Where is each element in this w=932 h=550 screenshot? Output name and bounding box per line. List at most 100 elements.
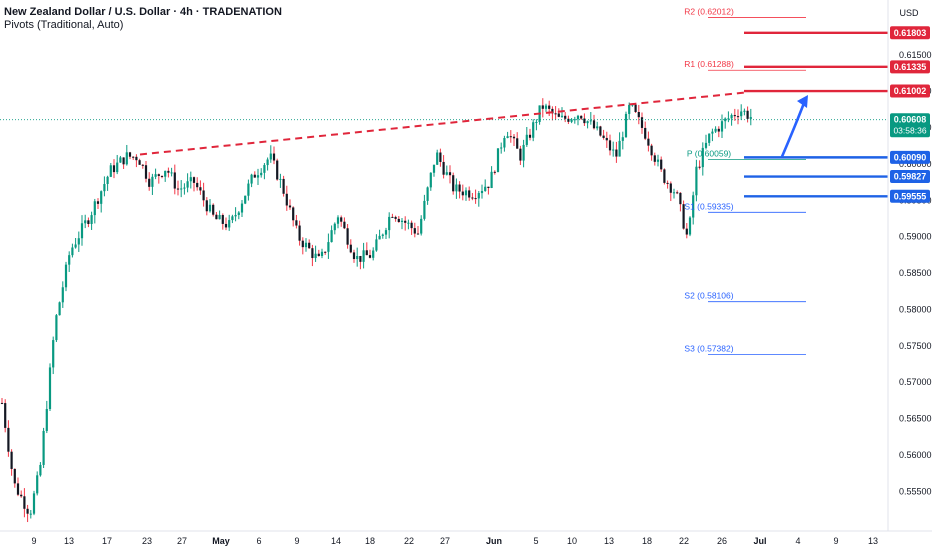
candle-body xyxy=(746,110,749,119)
candle-body xyxy=(509,136,512,138)
candle-body xyxy=(653,155,656,162)
candle-body xyxy=(176,188,180,190)
candle-body xyxy=(23,496,26,509)
price-tick-label: 0.59000 xyxy=(899,232,932,242)
time-tick-label: 5 xyxy=(533,536,538,546)
candle-body xyxy=(743,110,746,112)
candle-body xyxy=(266,159,269,166)
candle-body xyxy=(660,159,663,170)
candle-body xyxy=(32,493,36,514)
candle-body xyxy=(749,117,752,119)
candle-body xyxy=(349,244,352,253)
candle-body xyxy=(596,126,599,129)
support-price-label: 0.59555 xyxy=(894,191,927,201)
arrow-head-icon xyxy=(797,95,808,109)
candle-body xyxy=(103,184,106,192)
candle-body xyxy=(77,238,80,245)
candle-body xyxy=(279,178,282,180)
time-tick-label: 13 xyxy=(604,536,614,546)
candle-body xyxy=(528,134,532,138)
candle-body xyxy=(708,133,711,143)
candle-body xyxy=(557,113,560,117)
candle-body xyxy=(237,212,240,215)
candle-body xyxy=(244,195,247,204)
candle-body xyxy=(311,248,314,259)
time-tick-label: May xyxy=(212,536,230,546)
candle-body xyxy=(228,220,231,228)
candle-body xyxy=(624,113,628,138)
indicator-label[interactable]: Pivots (Traditional, Auto) xyxy=(4,19,124,31)
candle-body xyxy=(231,216,234,221)
candle-body xyxy=(301,240,304,248)
candle-body xyxy=(576,115,580,120)
candle-body xyxy=(10,451,13,469)
pivot-label-r1: R1 (0.61288) xyxy=(684,59,734,69)
candle-body xyxy=(346,228,349,245)
drawings[interactable] xyxy=(139,91,808,158)
candle-body xyxy=(74,244,77,248)
candle-body xyxy=(196,182,199,188)
candle-body xyxy=(7,427,10,452)
candle-body xyxy=(484,186,487,191)
candle-body xyxy=(541,105,544,109)
candle-body xyxy=(87,220,90,224)
price-tick-label: 0.56500 xyxy=(899,414,932,424)
pivot-label-p: P (0.60059) xyxy=(687,149,731,159)
candle-body xyxy=(167,170,170,173)
time-tick-label: 22 xyxy=(679,536,689,546)
price-tick-label: 0.58000 xyxy=(899,304,932,314)
candle-body xyxy=(180,188,183,190)
candle-body xyxy=(727,118,730,120)
candle-body xyxy=(183,187,186,189)
candle-body xyxy=(618,140,621,157)
candle-body xyxy=(116,162,119,173)
pivot-label-s1: S1 (0.59335) xyxy=(684,201,733,211)
time-axis[interactable]: 9 13 17 23 27 May 6 9 14 18 22 27 Jun 5 10 13 18 22 26 Jul 4… xyxy=(0,530,932,546)
price-axis[interactable]: 0.55500 0.56000 0.56500 0.57000 0.57500 0.580… xyxy=(887,0,932,550)
candle-body xyxy=(442,161,445,175)
current-price-tag xyxy=(890,113,930,138)
resistance-price-label: 0.61335 xyxy=(894,62,927,72)
candle-body xyxy=(711,131,714,134)
candle-body xyxy=(592,120,596,129)
candle-body xyxy=(573,119,576,121)
candle-body xyxy=(612,149,615,151)
candle-body xyxy=(58,302,61,316)
candle-body xyxy=(68,255,71,265)
candle-body xyxy=(96,201,100,204)
candle-body xyxy=(445,172,448,175)
candle-body xyxy=(26,508,29,514)
candle-body xyxy=(52,340,55,368)
candle-body xyxy=(288,205,292,208)
candle-body xyxy=(304,242,308,248)
candle-body xyxy=(637,111,640,118)
resistance-price-label: 0.61002 xyxy=(894,86,927,96)
candle-body xyxy=(426,187,429,201)
candle-body xyxy=(333,223,336,231)
current-price-label: 0.60608 xyxy=(894,115,927,125)
candle-body xyxy=(221,215,224,224)
currency-label[interactable]: USD xyxy=(899,8,919,18)
resistance-price-tag xyxy=(890,26,930,40)
pivot-label-s2: S2 (0.58106) xyxy=(684,291,733,301)
candle-body xyxy=(608,140,612,151)
candle-body xyxy=(189,177,192,182)
candle-body xyxy=(535,121,538,123)
candle-body xyxy=(644,127,647,139)
candle-body xyxy=(474,198,477,200)
candle-body xyxy=(256,175,260,178)
candle-body xyxy=(64,264,68,288)
time-tick-label: 9 xyxy=(833,536,838,546)
candle-body xyxy=(496,148,500,173)
candle-body xyxy=(247,183,250,196)
candle-body xyxy=(132,156,135,158)
candle-body xyxy=(656,159,660,162)
support-price-label: 0.60090 xyxy=(894,152,927,162)
projection-arrow xyxy=(780,102,806,158)
candle-body xyxy=(269,153,272,160)
candle-body xyxy=(391,216,394,218)
time-tick-label: 9 xyxy=(31,536,36,546)
candle-body xyxy=(0,402,4,404)
candle-body xyxy=(45,408,48,431)
